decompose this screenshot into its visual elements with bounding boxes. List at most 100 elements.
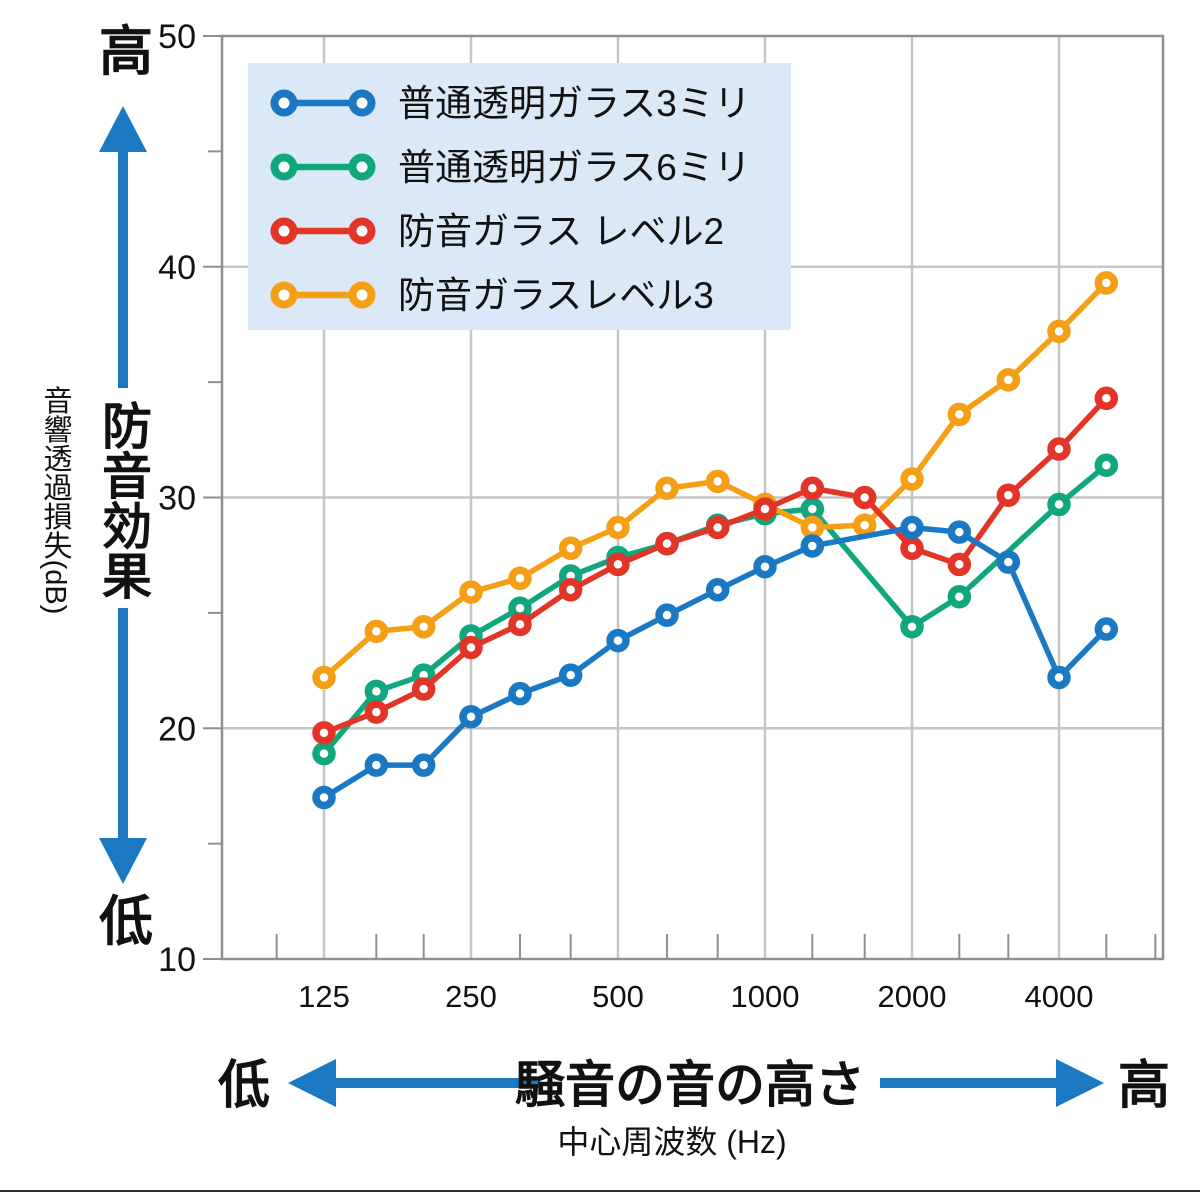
soundproof-effect-label: 防音効果 xyxy=(95,400,152,600)
data-point-glass-3mm xyxy=(996,550,1021,574)
data-point-glass-6mm xyxy=(1094,453,1119,477)
data-point-glass-3mm xyxy=(312,785,336,810)
data-point-glass-3mm xyxy=(364,753,389,777)
legend-item-label: 防音ガラス レベル2 xyxy=(398,211,724,252)
data-point-glass-3mm xyxy=(900,515,924,540)
y-tick-label: 50 xyxy=(158,18,196,56)
data-point-glass-3mm xyxy=(558,663,583,687)
legend-marker xyxy=(348,89,376,117)
data-point-glass-3mm xyxy=(459,704,483,729)
x-tick-label: 1000 xyxy=(731,979,800,1014)
data-point-soundproof-level2 xyxy=(459,635,483,660)
data-point-glass-6mm xyxy=(312,741,336,766)
data-point-soundproof-level3 xyxy=(1094,271,1119,295)
data-point-soundproof-level3 xyxy=(459,580,483,604)
data-point-soundproof-level3 xyxy=(705,469,730,494)
legend-marker xyxy=(348,281,376,309)
data-point-glass-3mm xyxy=(1047,665,1071,690)
left-arrow-icon xyxy=(288,1059,540,1107)
data-point-soundproof-level3 xyxy=(364,619,389,644)
legend-item-label: 防音ガラスレベル3 xyxy=(398,275,714,316)
down-arrow-icon xyxy=(99,608,147,884)
data-point-soundproof-level3 xyxy=(852,513,877,537)
data-point-glass-6mm xyxy=(364,679,389,704)
data-point-soundproof-level3 xyxy=(312,665,336,690)
x-center-label: 騒音の音の高さ xyxy=(515,1057,865,1113)
data-point-glass-6mm xyxy=(900,614,924,639)
axis-tick-labels: 125 250 500 1000 2000 4000 50 40 30 20 10 xyxy=(158,18,1093,1014)
data-point-glass-6mm xyxy=(947,584,972,609)
data-point-glass-3mm xyxy=(753,554,777,579)
data-point-glass-3mm xyxy=(1094,617,1119,641)
series-layer xyxy=(312,271,1119,810)
y-axis-title: 音響透過損失(dB) xyxy=(39,385,73,614)
x-low-label: 低 xyxy=(218,1057,270,1115)
data-point-glass-3mm xyxy=(411,753,436,777)
data-point-soundproof-level2 xyxy=(705,515,730,540)
data-point-soundproof-level2 xyxy=(800,476,825,501)
data-point-soundproof-level2 xyxy=(558,578,583,602)
legend-item-label: 普通透明ガラス3ミリ xyxy=(398,83,751,124)
data-point-soundproof-level2 xyxy=(753,497,777,521)
legend-box xyxy=(248,63,791,330)
data-point-glass-3mm xyxy=(800,534,825,558)
data-point-glass-6mm xyxy=(800,497,825,521)
x-tick-label: 2000 xyxy=(878,979,947,1014)
x-tick-label: 4000 xyxy=(1025,979,1094,1014)
data-point-soundproof-level3 xyxy=(900,467,924,491)
data-point-soundproof-level2 xyxy=(411,677,436,701)
data-point-soundproof-level2 xyxy=(947,552,972,577)
data-point-soundproof-level2 xyxy=(1094,386,1119,411)
data-point-glass-3mm xyxy=(947,520,972,544)
y-high-label: 高 xyxy=(99,22,153,82)
data-point-glass-3mm xyxy=(508,681,532,706)
legend-marker xyxy=(270,153,298,181)
series-line-glass-6mm xyxy=(321,462,1110,757)
data-point-soundproof-level3 xyxy=(606,515,630,540)
y-tick-label: 10 xyxy=(158,941,196,979)
data-point-soundproof-level3 xyxy=(996,368,1021,392)
data-point-soundproof-level3 xyxy=(508,566,532,591)
legend-marker xyxy=(348,153,376,181)
data-point-soundproof-level3 xyxy=(411,614,436,639)
data-point-glass-3mm xyxy=(606,628,630,653)
data-point-soundproof-level3 xyxy=(655,476,679,501)
series-line-glass-3mm xyxy=(321,524,1110,801)
x-high-label: 高 xyxy=(1118,1057,1170,1115)
data-point-soundproof-level2 xyxy=(312,721,336,745)
x-axis-title: 中心周波数 (Hz) xyxy=(557,1124,786,1160)
y-tick-label: 20 xyxy=(158,710,196,748)
data-point-glass-6mm xyxy=(1047,492,1071,517)
data-point-glass-3mm xyxy=(655,603,679,627)
up-arrow-icon xyxy=(99,106,147,388)
data-point-soundproof-level2 xyxy=(508,612,532,637)
data-point-soundproof-level2 xyxy=(852,485,877,510)
data-point-glass-3mm xyxy=(705,578,730,602)
data-point-soundproof-level3 xyxy=(1047,319,1071,344)
y-tick-label: 30 xyxy=(158,480,196,518)
data-point-soundproof-level2 xyxy=(900,536,924,561)
data-point-soundproof-level3 xyxy=(558,536,583,561)
data-point-soundproof-level2 xyxy=(655,531,679,556)
data-point-soundproof-level3 xyxy=(800,515,825,540)
data-point-soundproof-level2 xyxy=(606,552,630,577)
legend-item-label: 普通透明ガラス6ミリ xyxy=(398,147,751,188)
y-tick-label: 40 xyxy=(158,249,196,287)
legend-marker xyxy=(348,217,376,245)
chart-ticks xyxy=(203,35,1157,960)
legend-marker xyxy=(270,217,298,245)
data-point-soundproof-level2 xyxy=(1047,437,1071,461)
x-tick-label: 500 xyxy=(592,979,644,1014)
data-point-soundproof-level2 xyxy=(996,483,1021,507)
legend-marker xyxy=(270,89,298,117)
right-arrow-icon xyxy=(880,1059,1104,1107)
x-tick-label: 250 xyxy=(445,979,497,1014)
x-tick-label: 125 xyxy=(298,979,350,1014)
data-point-soundproof-level3 xyxy=(947,402,972,427)
plot-border xyxy=(220,34,1165,961)
data-point-soundproof-level2 xyxy=(364,700,389,724)
y-low-label: 低 xyxy=(99,892,153,952)
